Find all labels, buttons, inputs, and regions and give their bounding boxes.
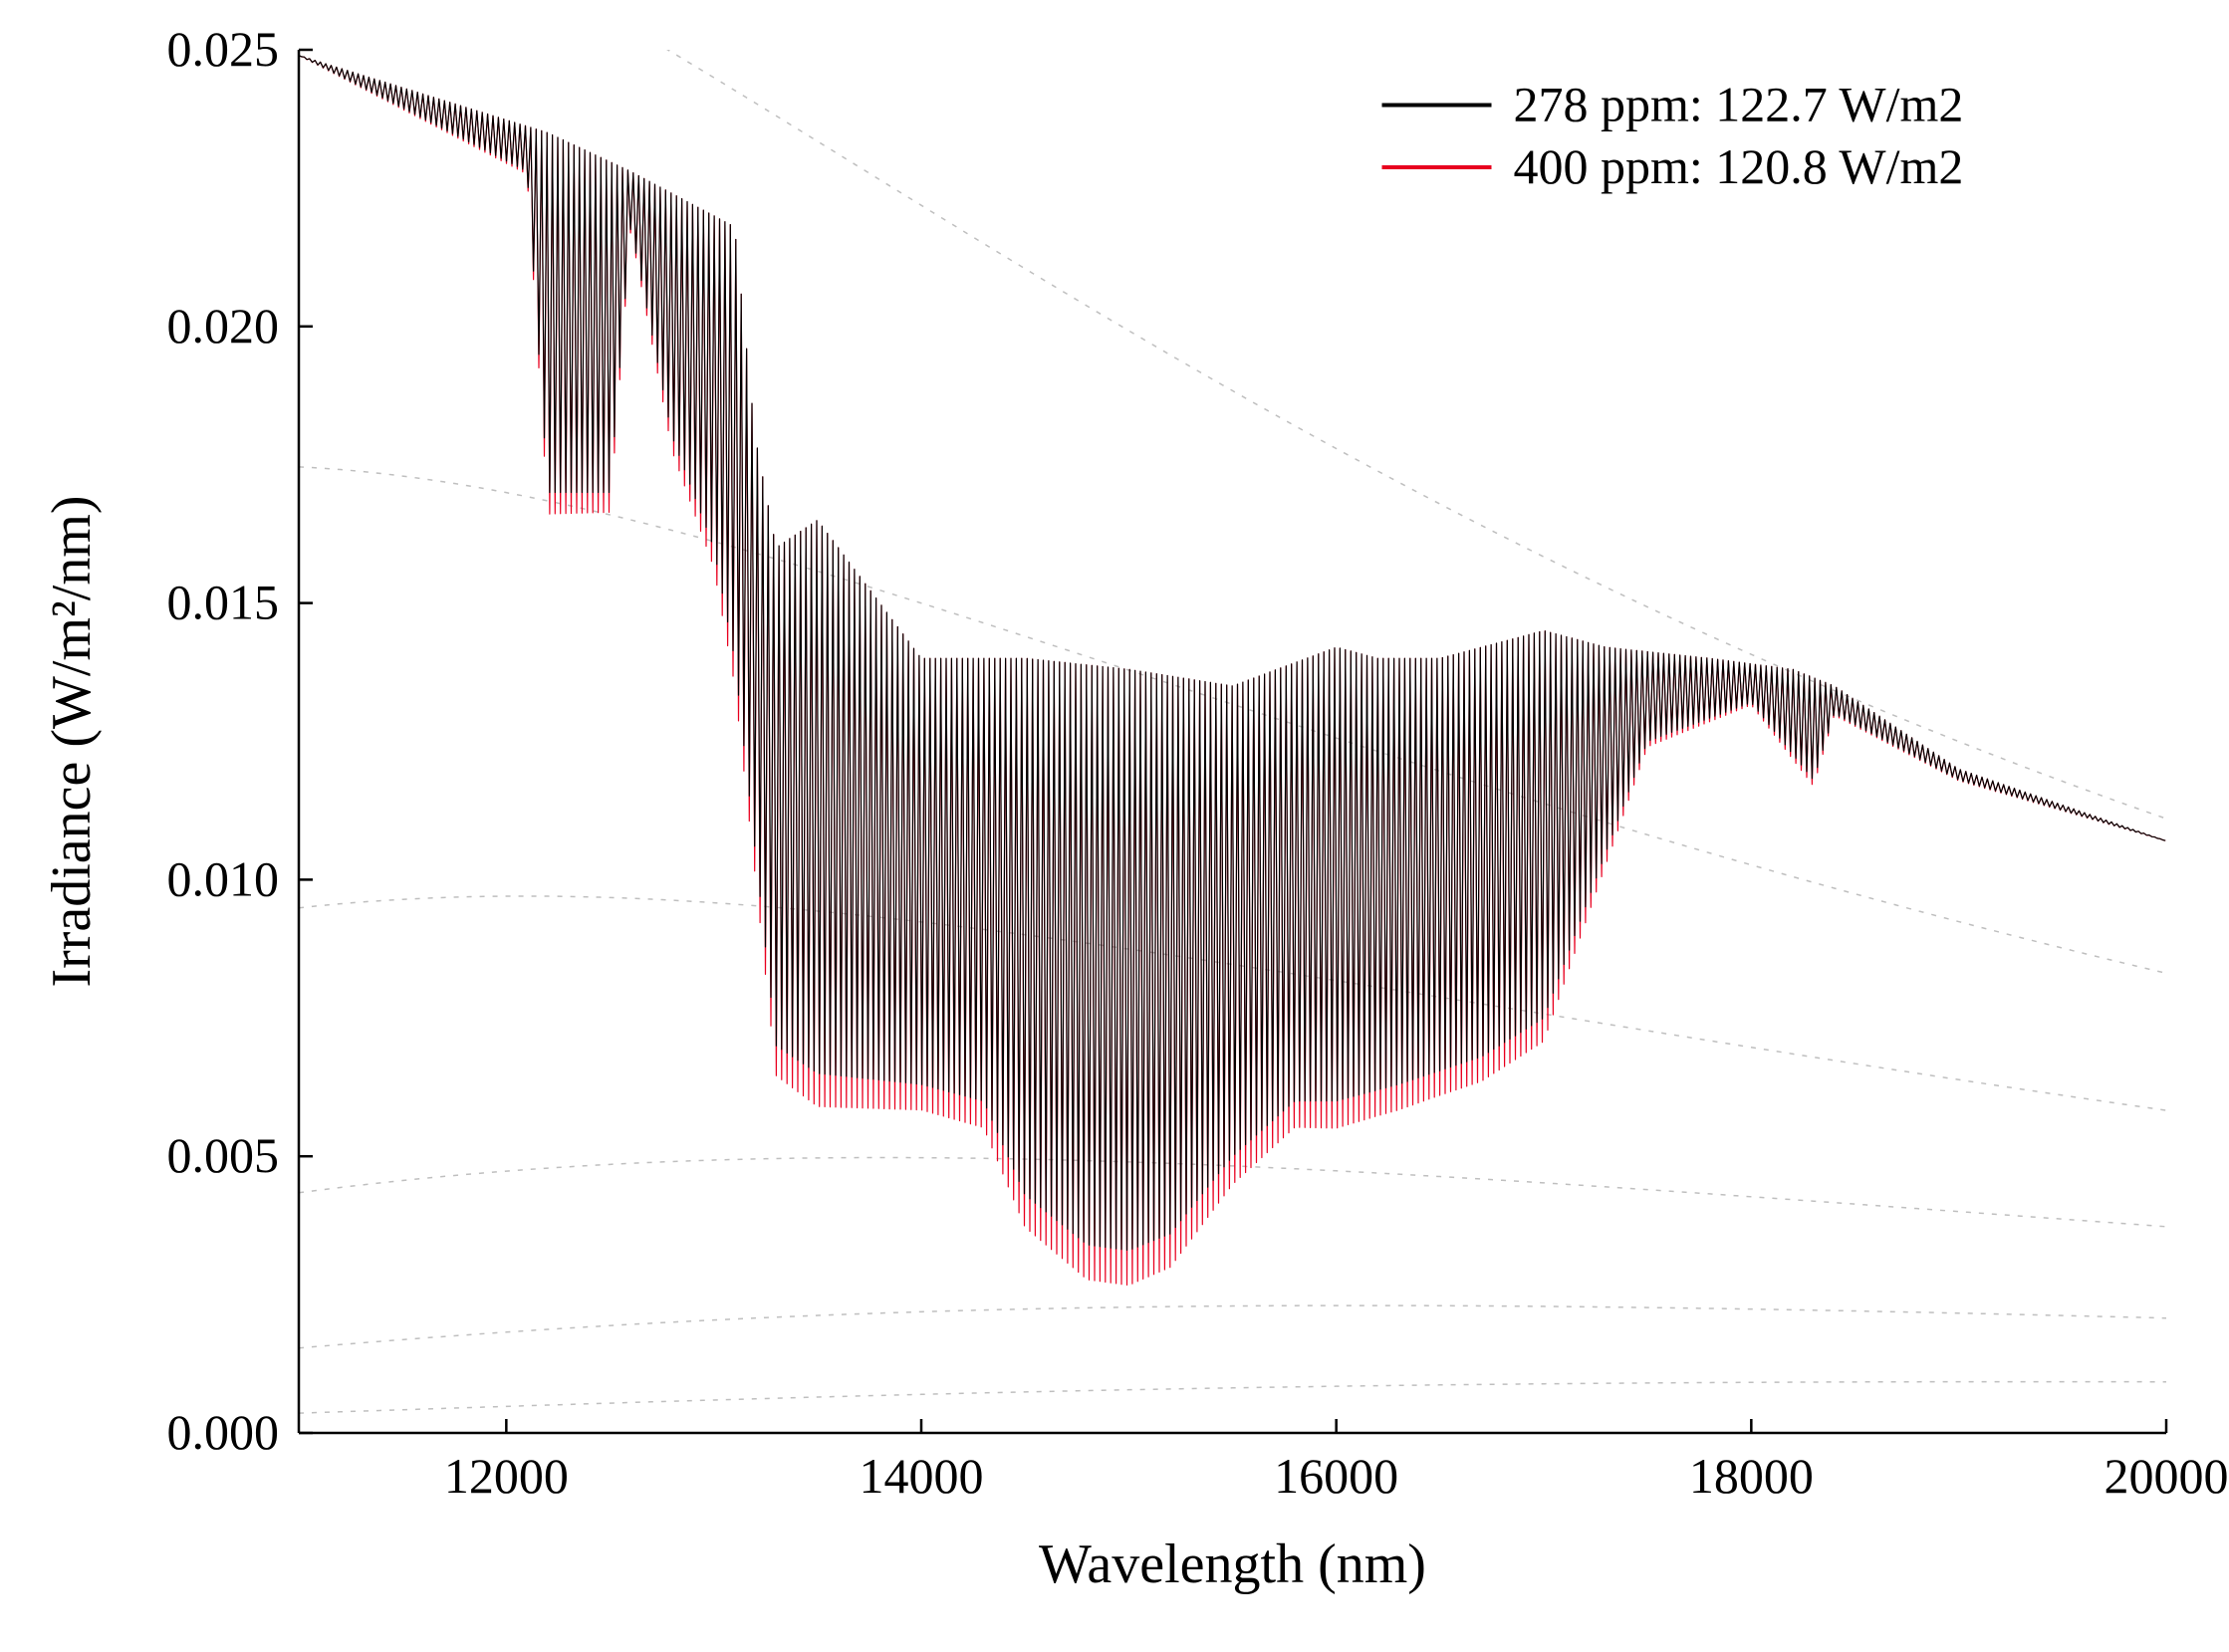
y-tick-label: 0.000 [167, 1404, 280, 1460]
y-tick-label: 0.005 [167, 1127, 280, 1183]
x-axis-label: Wavelength (nm) [1039, 1534, 1426, 1595]
x-tick-label: 16000 [1274, 1448, 1398, 1504]
legend-label: 400 ppm: 120.8 W/m2 [1514, 138, 1964, 194]
x-tick-label: 14000 [860, 1448, 984, 1504]
x-tick-label: 18000 [1689, 1448, 1814, 1504]
irradiance-spectrum-figure: 12000 14000 16000 18000 20000 0.000 0.005 0.010… [0, 0, 2229, 1652]
y-tick-label: 0.020 [167, 298, 280, 354]
chart-svg: 12000 14000 16000 18000 20000 0.000 0.005 0.010… [0, 0, 2229, 1652]
x-tick-label: 20000 [2105, 1448, 2229, 1504]
y-tick-label: 0.015 [167, 575, 280, 630]
y-tick-label: 0.010 [167, 850, 280, 906]
x-tick-label: 12000 [444, 1448, 569, 1504]
y-tick-label: 0.025 [167, 21, 280, 77]
y-axis-label: Irradiance (W/m²/nm) [41, 495, 103, 987]
legend-label: 278 ppm: 122.7 W/m2 [1514, 77, 1964, 132]
